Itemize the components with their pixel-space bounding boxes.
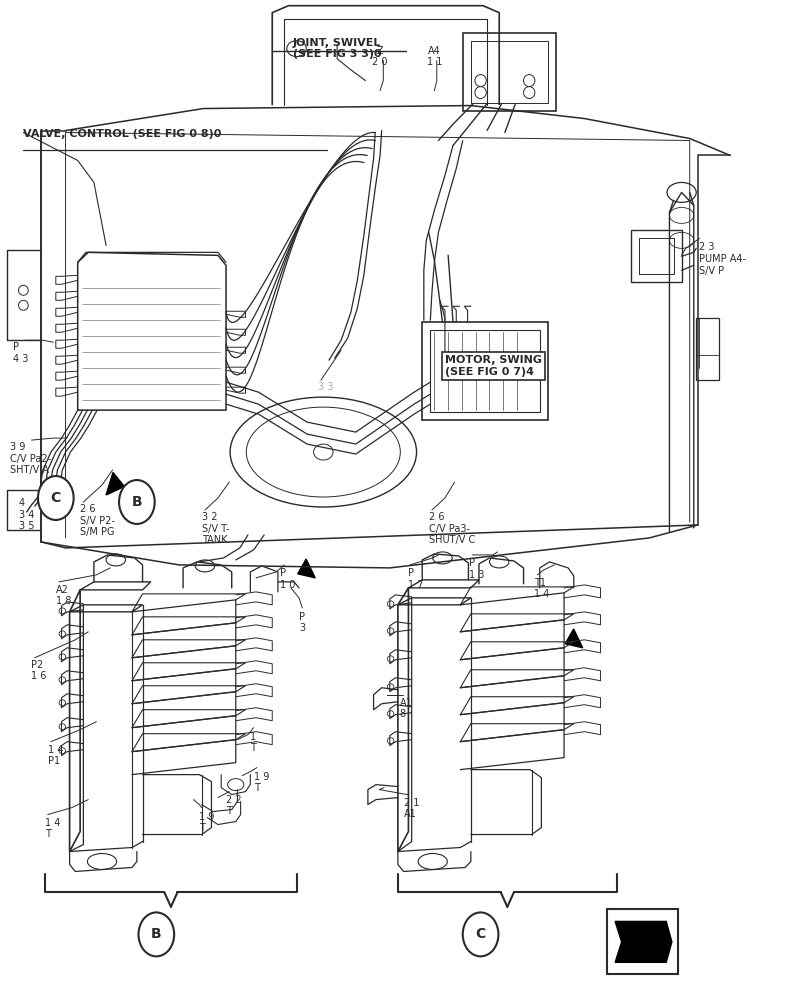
Text: 2 1
A1: 2 1 A1 <box>404 798 419 819</box>
Text: T1
1 4: T1 1 4 <box>534 578 549 599</box>
Text: 1 4
P1: 1 4 P1 <box>48 745 63 766</box>
Text: C: C <box>475 927 485 941</box>
Polygon shape <box>615 921 671 962</box>
Text: 2 6
S/V P2-
S/M PG: 2 6 S/V P2- S/M PG <box>80 504 115 537</box>
Bar <box>631 230 680 282</box>
Bar <box>607 909 677 974</box>
Bar <box>639 238 672 274</box>
Text: JOINT, SWIVEL
(SEE FIG 3 3)0: JOINT, SWIVEL (SEE FIG 3 3)0 <box>293 38 381 59</box>
Text: 2 2
T: 2 2 T <box>225 795 242 816</box>
Text: 2 3
PUMP A4-
S/V P: 2 3 PUMP A4- S/V P <box>698 242 745 276</box>
Text: B: B <box>131 495 142 509</box>
Text: 1 9
T: 1 9 T <box>199 812 214 833</box>
Text: A1
8: A1 8 <box>399 698 412 719</box>
Text: P
1 0: P 1 0 <box>280 568 295 590</box>
Bar <box>695 318 718 380</box>
Bar <box>430 330 539 412</box>
Polygon shape <box>106 472 124 495</box>
Text: 1 9
T: 1 9 T <box>253 772 268 793</box>
Text: P2
1 6: P2 1 6 <box>32 660 47 681</box>
Text: C: C <box>50 491 61 505</box>
Polygon shape <box>127 490 145 513</box>
Circle shape <box>38 476 74 520</box>
Text: 2 6
C/V Pa3-
SHUT/V C: 2 6 C/V Pa3- SHUT/V C <box>428 512 474 545</box>
Polygon shape <box>298 559 315 578</box>
Text: A4
1 1: A4 1 1 <box>426 46 441 67</box>
Circle shape <box>119 480 155 524</box>
Text: MOTOR, SWING
(SEE FIG 0 7)4: MOTOR, SWING (SEE FIG 0 7)4 <box>444 355 541 377</box>
Text: B: B <box>151 927 161 941</box>
Text: P
1 7: P 1 7 <box>407 568 423 590</box>
Text: P
3: P 3 <box>298 612 305 633</box>
Text: 1 4
T: 1 4 T <box>45 818 61 839</box>
Text: VALVE, CONTROL (SEE FIG 0 8)0: VALVE, CONTROL (SEE FIG 0 8)0 <box>24 129 221 139</box>
Text: 3 9
C/V Pa2-
SHT/V A: 3 9 C/V Pa2- SHT/V A <box>11 442 51 475</box>
Text: P
1 3: P 1 3 <box>469 558 484 580</box>
Text: 3 3: 3 3 <box>318 382 333 392</box>
Text: 1
T: 1 T <box>250 732 256 753</box>
Text: P
4 3: P 4 3 <box>13 342 28 364</box>
Text: 3 2
S/V T-
TANK: 3 2 S/V T- TANK <box>201 512 229 545</box>
Text: 4
3 4
3 5: 4 3 4 3 5 <box>19 498 34 531</box>
Text: Z
2 0: Z 2 0 <box>372 46 388 67</box>
Circle shape <box>462 912 498 956</box>
Bar <box>462 33 556 111</box>
Bar <box>470 41 547 103</box>
Bar <box>422 322 547 420</box>
Polygon shape <box>564 629 582 648</box>
Circle shape <box>139 912 174 956</box>
Text: A2
1 8: A2 1 8 <box>56 585 71 606</box>
